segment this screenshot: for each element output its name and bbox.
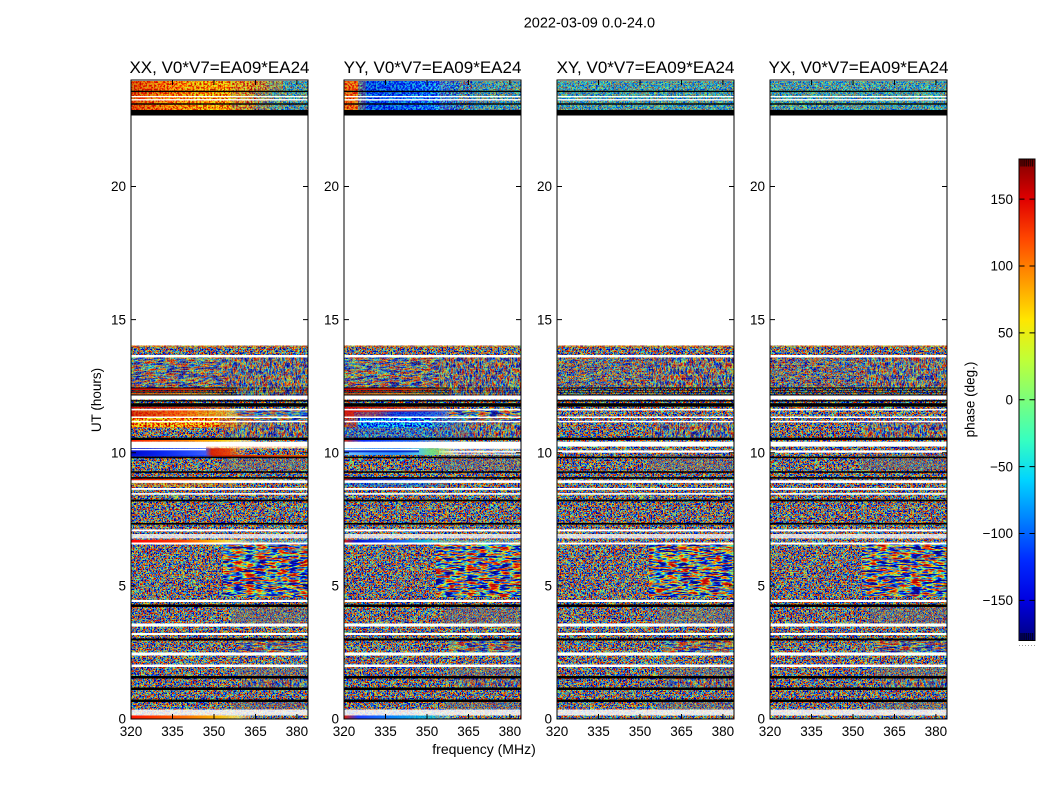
svg-text:350: 350 <box>842 724 865 739</box>
svg-text:XX, V0*V7=EA09*EA24: XX, V0*V7=EA09*EA24 <box>129 58 309 77</box>
svg-text:15: 15 <box>537 312 552 327</box>
svg-text:10: 10 <box>324 445 339 460</box>
svg-text:XY, V0*V7=EA09*EA24: XY, V0*V7=EA09*EA24 <box>557 58 735 77</box>
svg-text:10: 10 <box>537 445 552 460</box>
svg-text:320: 320 <box>333 724 356 739</box>
svg-text:380: 380 <box>712 724 735 739</box>
svg-text:320: 320 <box>120 724 143 739</box>
svg-text:0: 0 <box>118 712 126 727</box>
svg-text:2022-03-09 0.0-24.0: 2022-03-09 0.0-24.0 <box>524 16 655 32</box>
svg-text:335: 335 <box>374 724 397 739</box>
svg-text:380: 380 <box>286 724 309 739</box>
svg-text:20: 20 <box>324 179 339 194</box>
svg-text:phase (deg.): phase (deg.) <box>963 362 978 438</box>
svg-text:20: 20 <box>537 179 552 194</box>
svg-text:15: 15 <box>750 312 765 327</box>
svg-text:350: 350 <box>629 724 652 739</box>
svg-text:150: 150 <box>990 192 1013 207</box>
svg-text:365: 365 <box>670 724 693 739</box>
svg-text:100: 100 <box>990 259 1013 274</box>
svg-text:365: 365 <box>457 724 480 739</box>
svg-text:20: 20 <box>750 179 765 194</box>
svg-text:20: 20 <box>111 179 126 194</box>
svg-text:10: 10 <box>111 445 126 460</box>
svg-text:350: 350 <box>203 724 226 739</box>
svg-text:335: 335 <box>800 724 823 739</box>
svg-text:5: 5 <box>118 579 126 594</box>
svg-text:5: 5 <box>331 579 339 594</box>
svg-text:5: 5 <box>757 579 765 594</box>
svg-text:0: 0 <box>544 712 552 727</box>
svg-text:335: 335 <box>587 724 610 739</box>
svg-text:50: 50 <box>998 326 1013 341</box>
svg-text:15: 15 <box>111 312 126 327</box>
svg-text:15: 15 <box>324 312 339 327</box>
svg-text:10: 10 <box>750 445 765 460</box>
svg-text:335: 335 <box>161 724 184 739</box>
svg-text:380: 380 <box>499 724 522 739</box>
svg-text:−50: −50 <box>990 459 1013 474</box>
svg-text:5: 5 <box>544 579 552 594</box>
svg-text:0: 0 <box>331 712 339 727</box>
svg-text:380: 380 <box>925 724 948 739</box>
svg-text:350: 350 <box>416 724 439 739</box>
svg-text:0: 0 <box>1005 392 1013 407</box>
svg-text:−100: −100 <box>983 526 1013 541</box>
svg-text:320: 320 <box>546 724 569 739</box>
svg-text:frequency (MHz): frequency (MHz) <box>432 741 535 757</box>
svg-text:YY, V0*V7=EA09*EA24: YY, V0*V7=EA09*EA24 <box>344 58 522 77</box>
svg-text:YX, V0*V7=EA09*EA24: YX, V0*V7=EA09*EA24 <box>768 58 948 77</box>
svg-text:UT (hours): UT (hours) <box>89 368 104 432</box>
svg-text:365: 365 <box>244 724 267 739</box>
svg-text:320: 320 <box>759 724 782 739</box>
svg-text:0: 0 <box>757 712 765 727</box>
svg-text:365: 365 <box>883 724 906 739</box>
svg-text:−150: −150 <box>983 593 1013 608</box>
